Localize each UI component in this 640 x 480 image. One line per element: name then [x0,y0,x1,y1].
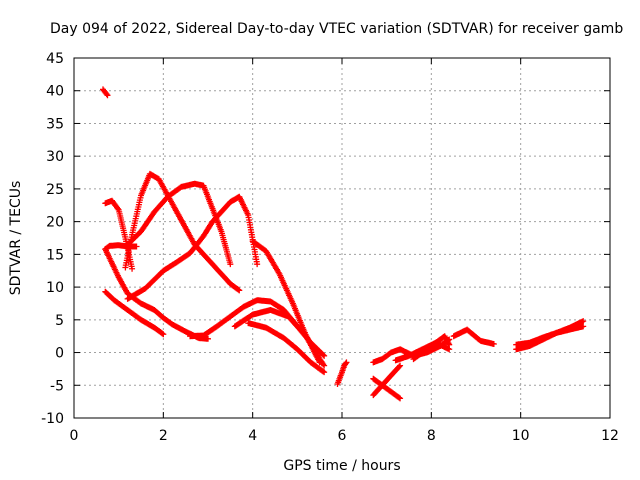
series-s19 [450,326,497,348]
y-axis-label: SDTVAR / TECUs [8,181,24,296]
x-tick-label: 2 [159,428,168,444]
axis-ticks: 0 2 4 6 8 10 12 -10 -5 0 5 10 15 20 25 30 35 40 45 [41,51,619,444]
series-markers [450,326,497,348]
series-s6 [102,288,167,338]
y-tick-label: 25 [46,182,64,198]
series-markers [249,238,328,369]
y-tick-label: 0 [55,346,64,362]
series-markers [102,288,167,338]
x-tick-label: 10 [512,428,530,444]
series-markers [124,180,234,268]
series-markers [245,320,328,376]
series-s18 [410,333,453,363]
y-tick-label: 15 [46,247,64,263]
x-tick-label: 12 [601,428,619,444]
series-markers [370,375,404,402]
series-markers [100,86,111,99]
series-s21 [513,323,587,348]
series-s13 [334,359,350,387]
x-axis-label: GPS time / hours [283,458,400,474]
chart-title: Day 094 of 2022, Sidereal Day-to-day VTE… [50,21,623,37]
series-markers [513,323,587,348]
y-tick-label: 35 [46,116,64,132]
series-markers [124,193,261,302]
series-s8 [124,180,234,268]
y-tick-label: 45 [46,51,64,67]
y-tick-label: -10 [41,411,64,427]
y-tick-label: -5 [50,378,64,394]
series-markers [334,359,350,387]
series-markers [410,333,453,363]
x-tick-label: 8 [427,428,436,444]
grid [74,58,610,418]
y-tick-label: 40 [46,84,64,100]
y-tick-label: 10 [46,280,64,296]
y-tick-label: 30 [46,149,64,165]
x-tick-label: 6 [338,428,347,444]
x-tick-label: 0 [70,428,79,444]
series-s12 [245,320,328,376]
series-s1 [100,86,111,99]
y-tick-label: 20 [46,215,64,231]
series-s15 [370,375,404,402]
series-s7 [124,193,261,302]
y-tick-label: 5 [55,313,64,329]
series-s11 [249,238,328,369]
data-points [100,86,587,402]
x-tick-label: 4 [248,428,257,444]
